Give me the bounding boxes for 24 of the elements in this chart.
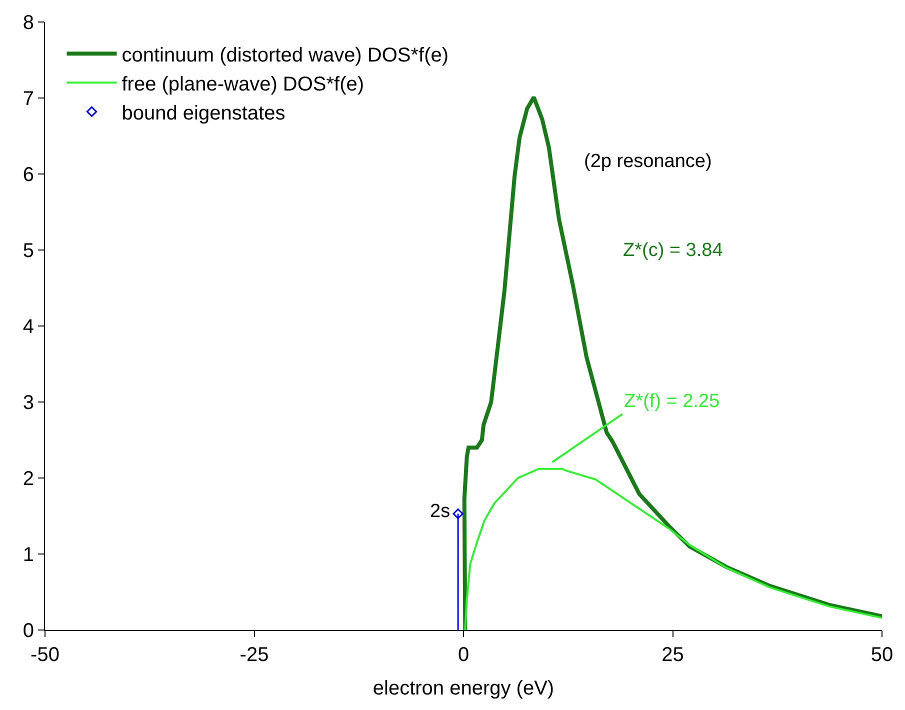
- annotation: Z*(f) = 2.25: [624, 391, 720, 412]
- x-axis-title: electron energy (eV): [372, 678, 554, 700]
- y-tick-label: 6: [22, 164, 34, 186]
- line-series: [464, 468, 882, 630]
- line-series: [462, 95, 882, 630]
- annotation: Z*(c) = 3.84: [623, 240, 724, 261]
- legend-label: bound eigenstates: [122, 102, 286, 124]
- y-tick-label: 3: [22, 392, 34, 414]
- y-tick-label: 0: [22, 620, 34, 642]
- y-tick-label: 4: [22, 316, 34, 338]
- x-tick-label: -25: [240, 644, 269, 666]
- x-tick-label: -50: [30, 644, 60, 666]
- y-tick-label: 5: [22, 240, 34, 262]
- y-tick-label: 8: [22, 12, 34, 34]
- legend-label: free (plane-wave) DOS*f(e): [122, 73, 364, 96]
- x-tick-label: 25: [662, 644, 684, 666]
- x-tick-label: 0: [458, 644, 470, 666]
- annotation: (2p resonance): [584, 151, 712, 172]
- annotation: 2s: [430, 501, 450, 522]
- y-tick-label: 2: [22, 468, 34, 490]
- y-tick-label: 1: [22, 544, 34, 566]
- legend-label: continuum (distorted wave) DOS*f(e): [122, 44, 449, 66]
- y-tick-label: 7: [22, 88, 34, 110]
- x-tick-label: 50: [870, 644, 894, 666]
